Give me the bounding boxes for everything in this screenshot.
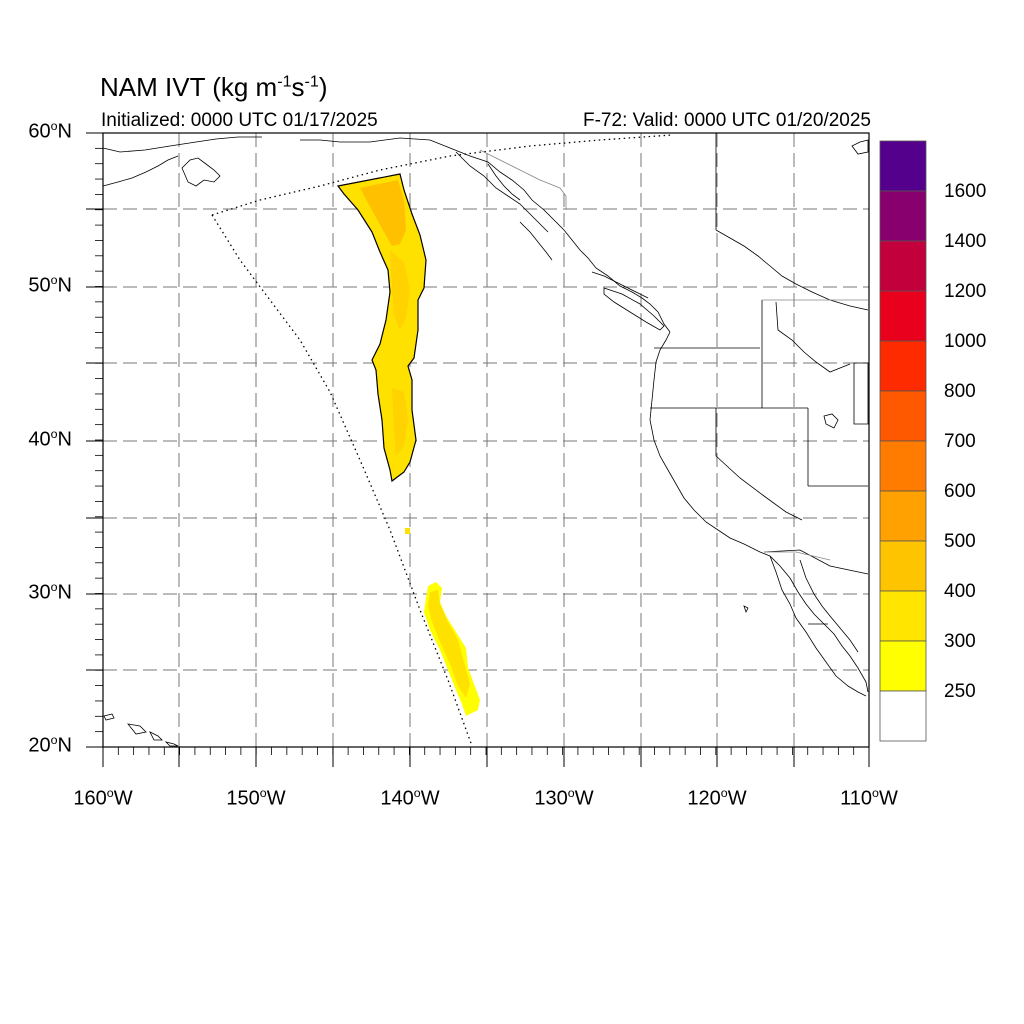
lat-label-40: 40oN <box>28 427 72 451</box>
colorbar <box>879 140 927 742</box>
colorbar-label: 400 <box>944 581 976 602</box>
colorbar-label: 700 <box>944 431 976 452</box>
political-boundaries <box>650 133 869 625</box>
colorbar-label: 600 <box>944 481 976 502</box>
colorbar-segment <box>879 640 927 692</box>
colorbar-label: 800 <box>944 381 976 402</box>
colorbar-segment <box>879 590 927 642</box>
plot-frame <box>102 132 870 748</box>
colorbar-label: 1200 <box>944 281 987 302</box>
colorbar-segment <box>879 140 927 192</box>
colorbar-segment <box>879 690 927 742</box>
minor-tick-marks <box>95 132 870 755</box>
ivt-speck <box>405 528 410 534</box>
colorbar-label: 1600 <box>944 181 987 202</box>
ivt-fill-south-core <box>428 590 470 698</box>
ivt-fill-north-mid2 <box>392 388 408 456</box>
lat-label-20: 20oN <box>28 733 72 757</box>
colorbar-segment <box>879 540 927 592</box>
colorbar-label: 500 <box>944 531 976 552</box>
lon-label-150w: 150oW <box>226 786 286 810</box>
ivt-fill-north-core <box>360 180 406 246</box>
colorbar-segment <box>879 490 927 542</box>
lat-label-50: 50oN <box>28 273 72 297</box>
lon-label-160w: 160oW <box>73 786 133 810</box>
colorbar-segment <box>879 190 927 242</box>
colorbar-segment <box>879 440 927 492</box>
ivt-plume-north <box>336 173 427 483</box>
graticule <box>103 133 869 747</box>
colorbar-label: 1400 <box>944 231 987 252</box>
country-borders-gray <box>479 149 868 561</box>
init-time-label: Initialized: 0000 UTC 01/17/2025 <box>101 110 378 131</box>
colorbar-segment <box>879 390 927 442</box>
lon-label-110w: 110oW <box>840 786 898 810</box>
coastlines <box>102 136 869 747</box>
lon-label-120w: 120oW <box>687 786 747 810</box>
valid-time-label: F-72: Valid: 0000 UTC 01/20/2025 <box>583 110 871 131</box>
lon-label-130w: 130oW <box>534 786 594 810</box>
colorbar-segment <box>879 340 927 392</box>
nam-domain-boundary <box>211 134 673 747</box>
colorbar-label: 300 <box>944 631 976 652</box>
tick-marks <box>86 132 870 767</box>
lat-label-60: 60oN <box>28 119 72 143</box>
colorbar-segment <box>879 290 927 342</box>
ivt-plume-south <box>424 582 480 716</box>
map-title: NAM IVT (kg m-1s-1) <box>100 72 328 102</box>
colorbar-label: 1000 <box>944 331 987 352</box>
ivt-fill-north-mid <box>390 250 410 330</box>
lat-label-30: 30oN <box>28 580 72 604</box>
colorbar-segment <box>879 240 927 292</box>
lon-label-140w: 140oW <box>380 786 440 810</box>
colorbar-label: 250 <box>944 681 976 702</box>
